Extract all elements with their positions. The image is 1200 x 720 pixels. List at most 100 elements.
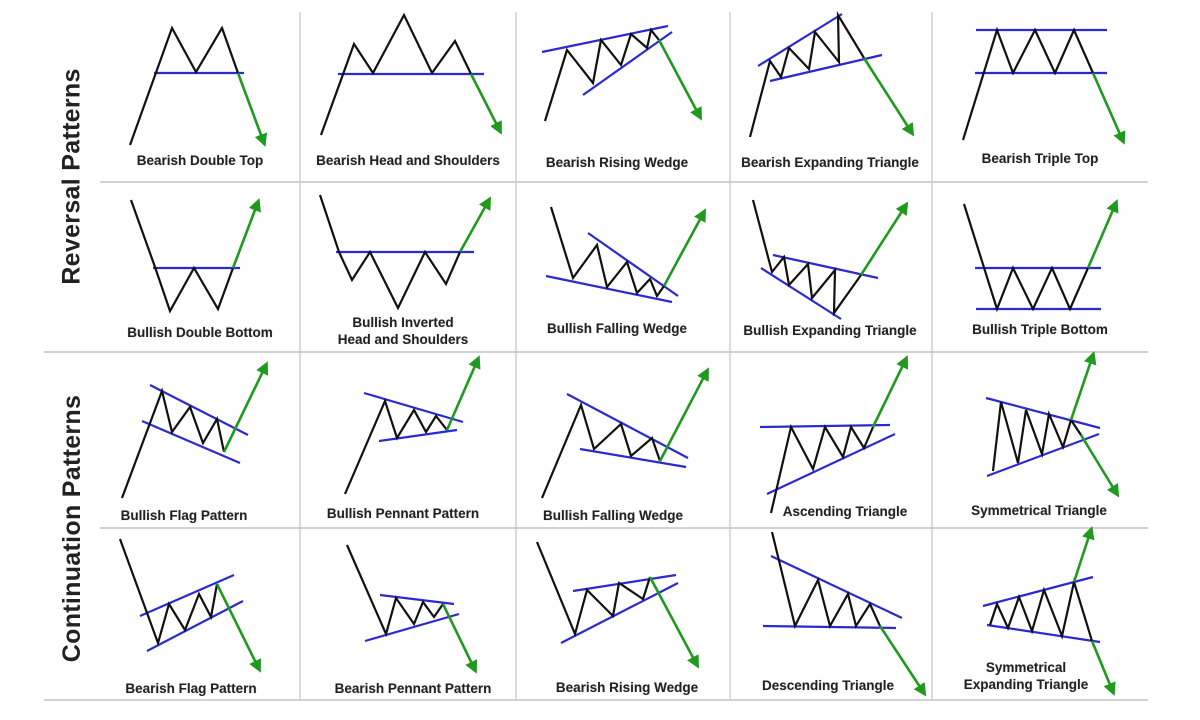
breakout-arrow-icon: [878, 625, 927, 697]
pattern-label-line: Bearish Rising Wedge: [555, 680, 699, 695]
price-line: [549, 206, 665, 299]
breakout-arrow-icon: [1091, 72, 1126, 145]
pattern-bearish-rising-wedge: [535, 541, 699, 669]
breakout-arrow-icon: [1079, 434, 1120, 498]
pattern-label-line: Ascending Triangle: [782, 504, 908, 519]
trendline: [587, 232, 679, 297]
pattern-label-line: Bearish Expanding Triangle: [741, 155, 919, 170]
trendline: [770, 555, 903, 619]
pattern-label: Bullish Falling Wedge: [543, 507, 683, 524]
pattern-label: Bullish Falling Wedge: [547, 320, 687, 337]
pattern-label-line: Bullish Inverted: [352, 315, 454, 330]
pattern-label: Symmetrical Expanding Triangle: [964, 659, 1089, 693]
breakout-arrow-icon: [871, 355, 908, 428]
trendline: [560, 582, 679, 644]
breakout-arrow-icon: [445, 355, 481, 431]
pattern-label-line: Bearish Flag Pattern: [125, 681, 257, 696]
breakout-arrow-icon: [648, 576, 699, 669]
section-label-reversal-patterns: Reversal Patterns: [57, 67, 86, 285]
price-line: [540, 401, 662, 499]
pattern-label-line: Bearish Double Top: [136, 153, 264, 168]
trendline: [572, 573, 677, 593]
pattern-bullish-flag-pattern: [120, 361, 269, 499]
price-line: [345, 544, 444, 638]
price-line: [962, 203, 1090, 313]
pattern-bearish-rising-wedge: [541, 24, 702, 122]
pattern-bearish-head-and-shoulders: [319, 12, 502, 136]
pattern-label: Bullish Inverted Head and Shoulders: [338, 314, 469, 348]
price-line: [128, 25, 240, 146]
pattern-label: Bearish Expanding Triangle: [741, 154, 919, 171]
price-line: [318, 194, 462, 311]
pattern-label: Bearish Flag Pattern: [125, 680, 256, 697]
trendline: [985, 396, 1101, 430]
pattern-label: Symmetrical Triangle: [971, 502, 1107, 519]
pattern-label-line: Bullish Double Bottom: [127, 325, 273, 340]
pattern-label: Bullish Expanding Triangle: [743, 322, 916, 339]
pattern-bullish-pennant-pattern: [343, 355, 481, 495]
pattern-bearish-pennant-pattern: [345, 544, 477, 674]
pattern-label-line: Bearish Triple Top: [981, 151, 1099, 166]
pattern-label: Bearish Pennant Pattern: [335, 680, 492, 697]
pattern-label-line: Bullish Flag Pattern: [120, 508, 248, 523]
breakout-arrow-icon: [1069, 351, 1097, 421]
breakout-arrow-icon: [662, 208, 706, 287]
pattern-bullish-falling-wedge: [540, 367, 709, 499]
pattern-bullish-falling-wedge: [545, 206, 706, 304]
trendline: [363, 391, 464, 424]
breakout-arrow-icon: [1090, 640, 1116, 696]
trendline: [139, 573, 235, 618]
price-line: [769, 423, 875, 514]
breakout-arrow-icon: [231, 198, 261, 269]
trendline: [579, 447, 687, 469]
price-line: [988, 577, 1094, 642]
breakout-arrow-icon: [458, 196, 492, 253]
breakout-arrow-icon: [862, 57, 915, 137]
trendline: [760, 267, 842, 320]
pattern-bullish-inverted-head-and-shoulders: [318, 194, 492, 311]
pattern-bearish-flag-pattern: [118, 538, 261, 673]
pattern-label: Ascending Triangle: [783, 503, 908, 520]
price-line: [770, 531, 882, 630]
price-line: [543, 27, 660, 122]
pattern-label: Bearish Head and Shoulders: [316, 152, 500, 169]
pattern-label-line: Bullish Falling Wedge: [542, 508, 684, 523]
breakout-arrow-icon: [215, 583, 261, 673]
pattern-label: Descending Triangle: [762, 677, 894, 694]
price-line: [961, 26, 1095, 141]
pattern-label: Bullish Pennant Pattern: [327, 505, 479, 522]
pattern-label-line: Expanding Triangle: [963, 677, 1089, 692]
pattern-label-line: Bearish Pennant Pattern: [334, 681, 492, 696]
pattern-ascending-triangle: [759, 355, 908, 514]
pattern-label-line: Bullish Falling Wedge: [546, 321, 688, 336]
section-label-continuation-patterns: Continuation Patterns: [57, 394, 86, 662]
trendline: [545, 274, 673, 304]
breakout-arrow-icon: [236, 72, 268, 147]
price-line: [343, 397, 448, 495]
breakout-arrow-icon: [657, 39, 702, 121]
trendline: [149, 384, 249, 436]
breakout-arrow-icon: [859, 201, 909, 276]
trendline: [379, 593, 455, 606]
price-line: [535, 541, 652, 638]
price-line: [748, 10, 865, 138]
pattern-label-line: Bearish Head and Shoulders: [316, 153, 500, 168]
price-line: [129, 199, 235, 314]
pattern-bearish-triple-top: [961, 26, 1126, 145]
pattern-bullish-triple-bottom: [962, 199, 1119, 313]
trendline: [986, 432, 1100, 478]
pattern-label-line: Bullish Pennant Pattern: [326, 506, 480, 521]
trendline: [378, 428, 458, 443]
pattern-bearish-expanding-triangle: [748, 10, 915, 138]
pattern-label: Bearish Double Top: [137, 152, 264, 169]
breakout-arrow-icon: [222, 361, 269, 453]
pattern-label-line: Descending Triangle: [761, 678, 895, 693]
trendline: [141, 419, 241, 465]
pattern-bullish-double-bottom: [129, 198, 261, 314]
pattern-label-line: Bearish Rising Wedge: [545, 155, 689, 170]
trendline: [766, 433, 896, 495]
pattern-bearish-double-top: [128, 25, 268, 147]
